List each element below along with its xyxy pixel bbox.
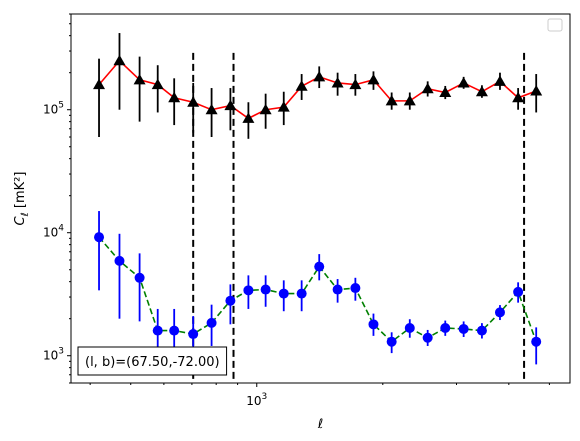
series-0-point-18 [421,82,434,94]
series-0-line [98,59,537,120]
annotation-box [77,346,228,376]
series-0-point-11 [295,80,308,91]
series-0-point-8 [242,112,255,123]
series-1-point-4 [169,325,180,336]
series-0-point-9 [259,103,272,115]
axes: 103 104 105 103 ℓ Cℓ [mK²] [13,13,571,432]
series-0-point-4 [168,91,181,103]
series-1-point-8 [243,285,254,296]
series-0-point-16 [385,94,398,106]
legend [547,18,563,32]
series-0-point-20 [457,76,470,88]
series-1-point-22 [494,307,505,318]
series-1-point-17 [404,322,415,333]
series-0-point-22 [493,75,506,86]
series-0-point-12 [313,70,326,82]
series-1-point-1 [114,255,125,266]
y-tick-label-2: 105 [43,101,64,117]
series-1-point-7 [225,295,236,306]
series-0-point-0 [93,78,106,90]
series-0-point-15 [367,73,380,85]
series-1-point-10 [278,288,289,299]
x-axis-label: ℓ [317,417,323,432]
x-tick-label-0: 103 [246,392,267,408]
series-0-point-6 [205,103,218,115]
y-axis-label: Cℓ [mK²] [13,172,31,226]
series-1-point-23 [513,286,524,297]
series-1-point-19 [440,322,451,333]
series-1 [94,211,542,365]
series-1-point-24 [531,336,542,347]
series-0-point-24 [530,84,543,96]
series-0-point-10 [277,101,290,112]
series-0-point-5 [187,96,200,107]
series-0-point-21 [475,85,488,97]
series-0-point-14 [349,78,362,90]
series-1-line [98,236,537,343]
series-1-point-21 [476,325,487,336]
series-1-point-9 [260,284,271,295]
series-0-point-23 [512,91,525,103]
series-1-point-16 [386,336,397,347]
series-0-point-3 [151,78,164,90]
plot-frame [70,13,571,384]
series-1-point-2 [134,272,145,283]
series-0-point-19 [439,86,452,98]
series-1-point-18 [422,332,433,343]
series-1-point-12 [314,261,325,272]
series-0 [93,33,543,139]
series-1-point-20 [458,323,469,334]
plot-area [93,33,543,383]
series-1-point-0 [94,232,105,243]
series-1-point-13 [332,284,343,295]
series-0-point-1 [113,54,126,66]
series-1-point-5 [188,329,199,340]
y-tick-label-0: 103 [43,347,64,363]
series-0-point-2 [133,73,146,85]
series-0-point-7 [224,99,237,111]
annotation: (l, b)=(67.50,-72.00) [77,346,228,376]
series-0-point-17 [403,94,416,106]
series-1-point-14 [350,283,361,294]
series-1-point-3 [152,325,163,336]
series-1-point-15 [368,319,379,330]
series-1-point-11 [296,288,307,299]
annotation-text: (l, b)=(67.50,-72.00) [85,355,220,370]
y-tick-label-1: 104 [43,224,64,240]
series-0-point-13 [331,76,344,88]
series-1-point-6 [206,317,217,328]
legend-box [547,18,563,32]
